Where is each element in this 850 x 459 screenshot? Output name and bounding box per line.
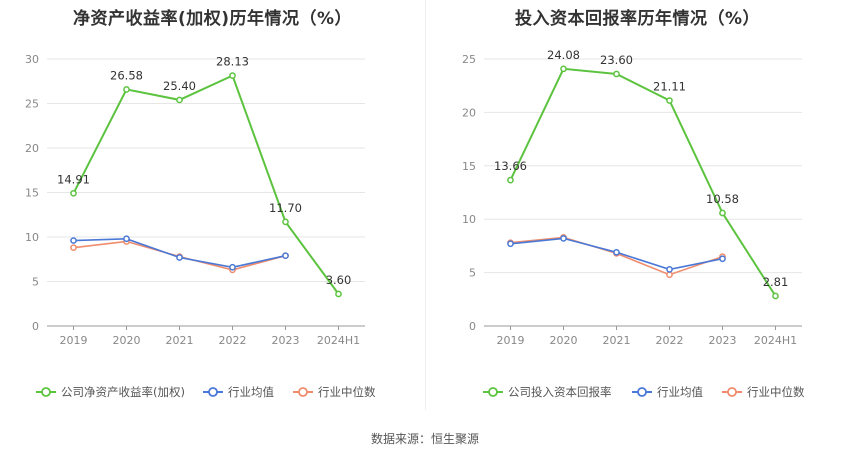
legend-marker — [298, 387, 308, 397]
y-tick-label: 15 — [462, 160, 476, 173]
data-point — [719, 255, 726, 263]
data-label: 28.13 — [216, 55, 249, 69]
roe-chart-panel: 净资产收益率(加权)历年情况（%） 0 5 10 15 20 25 30 2019 2020 20… — [0, 0, 425, 410]
data-label: 10.58 — [706, 192, 739, 206]
x-tick-label: 2019 — [60, 334, 88, 347]
data-point — [282, 252, 289, 260]
legend-item-1: 行业均值 — [632, 385, 703, 399]
series-line-1 — [73, 237, 286, 269]
data-label: 13.66 — [494, 159, 527, 173]
y-tick-label: 5 — [469, 267, 476, 280]
data-point — [70, 244, 77, 252]
y-tick-label: 25 — [25, 98, 39, 111]
legend-item-2: 行业中位数 — [722, 385, 805, 399]
legend-label: 行业中位数 — [318, 385, 376, 399]
legend-label: 行业均值 — [657, 385, 703, 399]
series-line-0 — [509, 67, 777, 297]
y-tick-label: 0 — [32, 320, 39, 333]
data-point — [229, 72, 236, 79]
x-tick-label: 2020 — [550, 334, 578, 347]
data-point — [70, 237, 77, 244]
data-point — [560, 235, 567, 242]
data-point — [613, 248, 620, 256]
data-point — [560, 65, 567, 73]
data-label: 21.11 — [653, 80, 686, 94]
data-point — [507, 240, 514, 248]
y-tick-label: 15 — [25, 187, 39, 200]
legend-item-0: 公司净资产收益率(加权) — [36, 385, 185, 399]
roic-chart: 0 5 10 15 20 25 2019 2020 2021 2022 2023 2024H1 13.6… — [462, 48, 805, 399]
data-label: 23.60 — [600, 53, 633, 67]
data-point — [666, 266, 673, 273]
data-label: 26.58 — [110, 68, 143, 82]
legend-marker — [727, 387, 737, 397]
x-tick-label: 2019 — [497, 334, 525, 347]
x-tick-label: 2023 — [709, 334, 737, 347]
legend-marker — [488, 387, 498, 397]
data-point — [229, 263, 236, 271]
legend-label: 行业均值 — [228, 385, 274, 399]
x-tick-label: 2024H1 — [754, 334, 797, 347]
data-point — [613, 70, 620, 78]
y-tick-label: 25 — [462, 53, 476, 66]
y-tick-label: 10 — [462, 213, 476, 226]
roe-chart: 0 5 10 15 20 25 30 2019 2020 2021 2022 2023 2024H1 14… — [25, 53, 376, 399]
y-tick-label: 5 — [32, 276, 39, 289]
data-point — [666, 271, 673, 279]
data-label: 3.60 — [326, 273, 352, 287]
data-point — [176, 254, 183, 261]
data-point — [666, 97, 673, 104]
data-label: 24.08 — [547, 48, 580, 62]
roic-chart-panel: 投入资本回报率历年情况（%） 0 5 10 15 20 25 2019 2020 2021 202… — [425, 0, 850, 410]
x-tick-label: 2021 — [603, 334, 631, 347]
data-point — [719, 209, 726, 217]
x-tick-label: 2020 — [113, 334, 141, 347]
legend-marker — [41, 387, 51, 397]
y-tick-label: 10 — [25, 231, 39, 244]
x-tick-label: 2023 — [272, 334, 300, 347]
legend-item-1: 行业均值 — [203, 385, 274, 399]
data-point — [772, 292, 779, 300]
legend-marker — [637, 387, 647, 397]
x-tick-label: 2022 — [219, 334, 247, 347]
data-point — [123, 235, 130, 243]
roe-chart-title: 净资产收益率(加权)历年情况（%） — [72, 9, 353, 29]
x-tick-label: 2024H1 — [317, 334, 360, 347]
legend-item-0: 公司投入资本回报率 — [483, 385, 612, 399]
y-tick-label: 0 — [469, 320, 476, 333]
data-point — [123, 86, 130, 93]
legend-label: 公司投入资本回报率 — [508, 385, 612, 399]
data-point — [70, 189, 77, 197]
x-tick-label: 2022 — [656, 334, 684, 347]
series-line-0 — [72, 74, 340, 295]
data-label: 2.81 — [763, 275, 789, 289]
data-point — [176, 96, 183, 104]
data-point — [335, 290, 342, 298]
legend-item-2: 行业中位数 — [293, 385, 376, 399]
data-label: 25.40 — [163, 79, 196, 93]
y-tick-label: 20 — [25, 142, 39, 155]
data-label: 14.91 — [57, 172, 90, 186]
roic-chart-title: 投入资本回报率历年情况（%） — [514, 9, 761, 29]
x-tick-label: 2021 — [166, 334, 194, 347]
y-tick-label: 30 — [25, 53, 39, 66]
legend-marker — [208, 387, 218, 397]
legend-label: 行业中位数 — [747, 385, 805, 399]
legend-label: 公司净资产收益率(加权) — [61, 385, 185, 399]
data-point — [507, 176, 514, 184]
data-source-note: 数据来源：恒生聚源 — [370, 432, 479, 446]
data-point — [282, 218, 289, 226]
panel-divider — [425, 0, 426, 410]
data-label: 11.70 — [269, 201, 302, 215]
y-tick-label: 20 — [462, 106, 476, 119]
